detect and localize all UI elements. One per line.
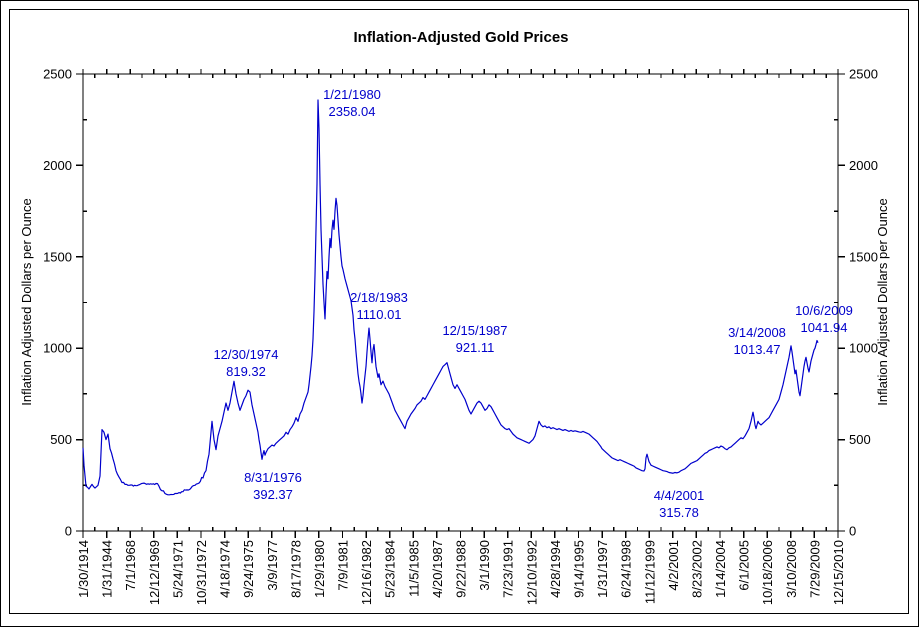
x-tick-label: 4/18/1974 xyxy=(218,540,233,598)
annotation-date: 10/6/2009 xyxy=(795,303,853,318)
annotation-value: 2358.04 xyxy=(329,104,376,119)
x-tick-label: 7/29/2009 xyxy=(807,540,822,598)
y-tick-label-left: 2000 xyxy=(43,158,72,173)
x-tick-label: 12/12/1969 xyxy=(147,540,162,605)
plot-border xyxy=(82,73,839,532)
y-axis-title-right: Inflation Adjusted Dollars per Ounce xyxy=(875,198,890,405)
x-tick-label: 1/14/2004 xyxy=(713,540,728,598)
x-tick-label: 3/9/1977 xyxy=(265,540,280,591)
y-tick-label-right: 500 xyxy=(849,432,871,447)
annotation-date: 2/18/1983 xyxy=(350,290,408,305)
x-tick-label: 1/31/1997 xyxy=(595,540,610,598)
y-tick-label-right: 1000 xyxy=(849,341,878,356)
annotation-date: 12/30/1974 xyxy=(213,347,278,362)
annotation-value: 315.78 xyxy=(659,505,699,520)
x-tick-label: 1/30/1914 xyxy=(76,540,91,598)
x-tick-label: 5/23/1984 xyxy=(383,540,398,598)
y-tick-label-right: 0 xyxy=(849,524,856,539)
annotation-date: 3/14/2008 xyxy=(728,325,786,340)
x-tick-label: 3/1/1990 xyxy=(477,540,492,591)
chart-inner-frame xyxy=(9,9,909,614)
annotation-value: 1110.01 xyxy=(356,307,401,322)
annotation-date: 12/15/1987 xyxy=(442,323,507,338)
gold-price-line xyxy=(82,99,819,496)
x-tick-label: 11/5/1985 xyxy=(406,540,421,597)
x-tick-label: 6/24/1998 xyxy=(619,540,634,598)
x-tick-label: 5/24/1971 xyxy=(170,540,185,598)
x-tick-label: 3/10/2008 xyxy=(784,540,799,598)
chart-title: Inflation-Adjusted Gold Prices xyxy=(353,29,568,46)
annotation-value: 819.32 xyxy=(226,364,266,379)
y-axis-title-left: Inflation Adjusted Dollars per Ounce xyxy=(19,198,34,405)
x-tick-label: 6/1/2005 xyxy=(737,540,752,591)
annotation-value: 1013.47 xyxy=(734,342,781,357)
x-tick-label: 1/29/1980 xyxy=(312,540,327,598)
y-tick-label-left: 0 xyxy=(65,524,72,539)
x-tick-label: 9/22/1988 xyxy=(454,540,469,598)
x-tick-label: 8/17/1978 xyxy=(288,540,303,598)
axes: 0 0 500 500 1000 1000 1500 1500 2000 2000 2500 2500… xyxy=(43,67,878,606)
x-tick-label: 9/24/1975 xyxy=(241,540,256,598)
x-tick-label: 8/23/2002 xyxy=(689,540,704,598)
y-tick-label-left: 500 xyxy=(50,432,72,447)
y-tick-label-right: 2500 xyxy=(849,67,878,82)
annotation-date: 4/4/2001 xyxy=(654,488,705,503)
x-tick-label: 7/1/1968 xyxy=(123,540,138,591)
annotation-date: 1/21/1980 xyxy=(323,87,381,102)
x-tick-label: 12/10/1992 xyxy=(524,540,539,605)
annotation-value: 1041.94 xyxy=(801,320,848,335)
x-tick-label: 12/16/1982 xyxy=(359,540,374,605)
price-line-series xyxy=(82,99,819,496)
x-tick-label: 9/14/1995 xyxy=(571,540,586,598)
y-tick-label-left: 1000 xyxy=(43,341,72,356)
y-tick-label-left: 1500 xyxy=(43,249,72,264)
annotation-value: 392.37 xyxy=(253,487,293,502)
y-tick-label-left: 2500 xyxy=(43,67,72,82)
x-tick-label: 10/18/2006 xyxy=(760,540,775,605)
x-tick-label: 12/15/2010 xyxy=(831,540,846,605)
annotation-date: 8/31/1976 xyxy=(244,470,302,485)
x-tick-label: 7/9/1981 xyxy=(336,540,351,591)
x-tick-label: 4/20/1987 xyxy=(430,540,445,598)
annotation-value: 921.11 xyxy=(456,340,495,355)
y-tick-label-right: 2000 xyxy=(849,158,878,173)
x-tick-label: 7/23/1991 xyxy=(501,540,516,598)
y-tick-label-right: 1500 xyxy=(849,249,878,264)
x-tick-label: 11/12/1999 xyxy=(642,540,657,604)
annotations-layer: 12/30/1974 819.32 8/31/1976 392.37 1/21/1980… xyxy=(213,87,852,520)
x-tick-label: 4/28/1994 xyxy=(548,540,563,598)
x-tick-label: 1/31/1944 xyxy=(100,540,115,598)
x-tick-label: 10/31/1972 xyxy=(194,540,209,605)
x-tick-label: 4/2/2001 xyxy=(666,540,681,591)
